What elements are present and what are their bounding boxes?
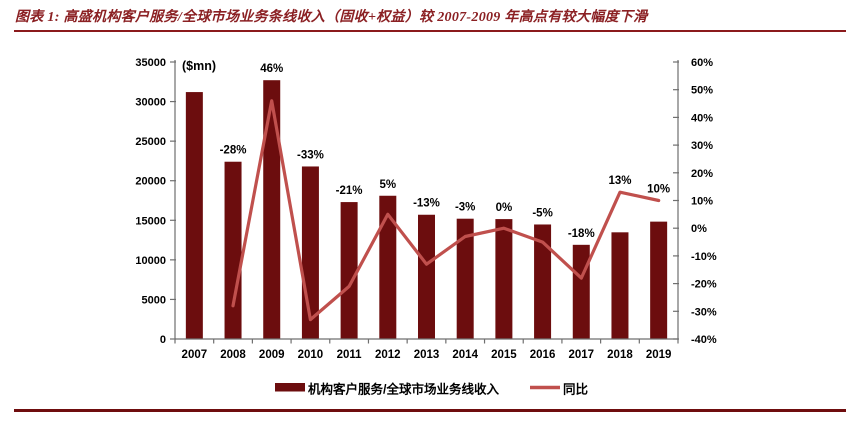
left-axis-label-15000: 15000	[135, 215, 166, 227]
left-axis-label-5000: 5000	[142, 294, 166, 306]
left-axis-label-10000: 10000	[135, 255, 166, 267]
bar-2008	[224, 161, 242, 339]
right-axis-label-40%: 40%	[691, 112, 713, 124]
left-axis-label-0: 0	[160, 334, 166, 346]
x-axis-label-2014: 2014	[452, 349, 478, 361]
data-label-2018: 13%	[608, 175, 631, 187]
x-axis-label-2009: 2009	[259, 349, 285, 361]
data-label-2019: 10%	[647, 184, 670, 196]
data-label-2012: 5%	[379, 179, 396, 191]
bar-2011	[340, 202, 358, 339]
right-axis-label-10%: 10%	[691, 196, 713, 208]
bar-2016	[534, 224, 552, 339]
left-axis-label-35000: 35000	[135, 57, 166, 69]
x-axis-label-2011: 2011	[337, 349, 363, 361]
x-axis-label-2008: 2008	[220, 349, 246, 361]
caption-underline	[14, 30, 846, 32]
bar-2012	[379, 195, 397, 339]
x-axis-label-2019: 2019	[646, 349, 672, 361]
right-axis-label-30%: 30%	[691, 140, 713, 152]
x-axis-label-2010: 2010	[298, 349, 324, 361]
bottom-divider	[14, 409, 846, 412]
right-axis-label--20%: -20%	[691, 279, 717, 291]
bar-2009	[263, 80, 281, 340]
x-axis-label-2015: 2015	[491, 349, 517, 361]
right-axis-label-20%: 20%	[691, 168, 713, 180]
data-label-2017: -18%	[568, 228, 595, 240]
right-axis-label-0%: 0%	[691, 223, 707, 235]
data-label-2011: -21%	[336, 185, 363, 197]
x-axis-label-2016: 2016	[530, 349, 556, 361]
x-axis-label-2018: 2018	[607, 349, 633, 361]
bar-2017	[572, 244, 590, 339]
right-axis-label--30%: -30%	[691, 306, 717, 318]
x-axis-label-2013: 2013	[414, 349, 440, 361]
data-label-2010: -33%	[297, 149, 324, 161]
data-label-2008: -28%	[220, 145, 247, 157]
bar-2013	[418, 214, 435, 339]
x-axis-label-2007: 2007	[182, 349, 208, 361]
data-label-2016: -5%	[532, 207, 552, 219]
legend-bar-label: 机构客户服务/全球市场业务线收入	[308, 382, 499, 397]
bar-2015	[495, 219, 513, 339]
right-axis-label-50%: 50%	[691, 85, 713, 97]
data-label-2015: 0%	[496, 202, 513, 214]
yoy-line	[231, 99, 661, 322]
data-label-2014: -3%	[455, 202, 475, 214]
data-label-2013: -13%	[413, 198, 440, 210]
bar-2018	[611, 232, 629, 339]
bar-2019	[650, 221, 668, 339]
unit-label: ($mn)	[182, 59, 216, 73]
legend-line-label: 同比	[563, 382, 589, 397]
figure-caption-text: 图表 1: 高盛机构客户服务/全球市场业务条线收入（固收+权益）较 2007-2…	[15, 10, 648, 25]
left-axis-label-25000: 25000	[135, 136, 166, 148]
bar-2014	[456, 218, 474, 339]
figure-caption: 图表 1: 高盛机构客户服务/全球市场业务条线收入（固收+权益）较 2007-2…	[15, 6, 842, 26]
x-axis-label-2012: 2012	[375, 349, 401, 361]
bar-2007	[185, 92, 203, 340]
right-axis-label--40%: -40%	[691, 334, 717, 346]
right-axis-label-60%: 60%	[691, 57, 713, 69]
right-axis-label--10%: -10%	[691, 251, 717, 263]
legend-bar-swatch	[275, 383, 305, 392]
left-axis-label-20000: 20000	[135, 176, 166, 188]
left-axis-label-30000: 30000	[135, 97, 166, 109]
x-axis-label-2017: 2017	[568, 349, 594, 361]
data-label-2009: 46%	[260, 63, 283, 75]
